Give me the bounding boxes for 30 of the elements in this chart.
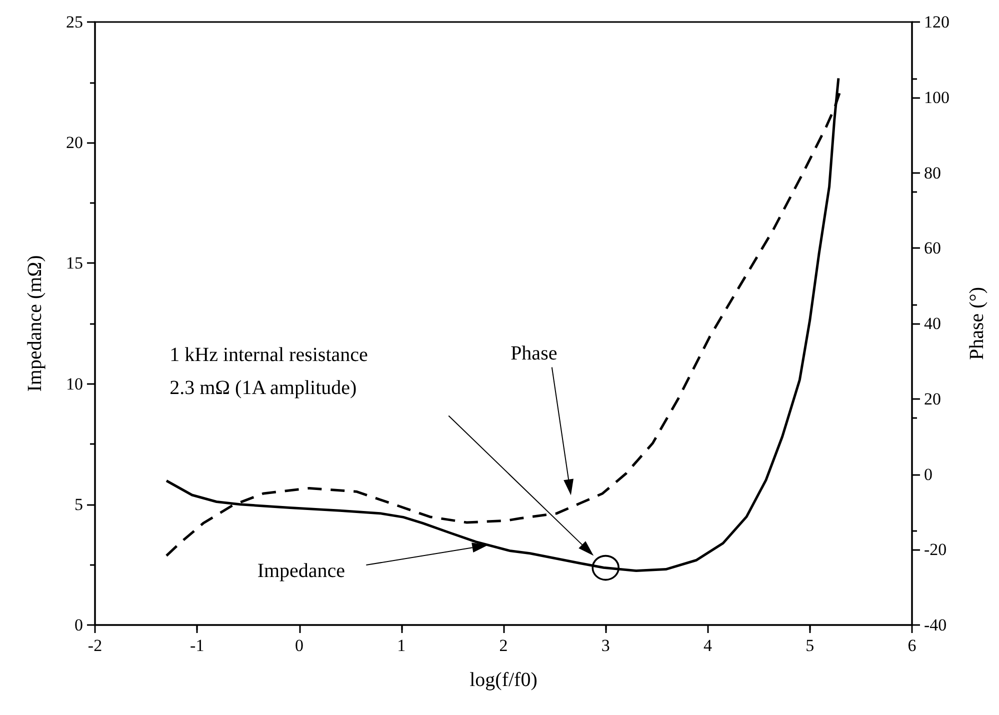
x-tick-label: 0 <box>295 636 304 655</box>
x-tick-label: 3 <box>601 636 610 655</box>
x-tick-label: 5 <box>806 636 814 655</box>
y-tick-label: 20 <box>66 133 83 152</box>
x-tick-label: 6 <box>908 636 916 655</box>
y2-tick-label: 40 <box>924 314 941 333</box>
y-tick-label: 0 <box>74 616 83 634</box>
y-tick-label: 10 <box>66 374 83 394</box>
y2-tick-label: 0 <box>924 464 932 484</box>
x-axis-title: log(f/f0) <box>470 669 538 691</box>
y2-axis-title: Phase (°) <box>966 287 988 360</box>
y2-tick-label: -20 <box>924 540 947 560</box>
y2-tick-label: 100 <box>924 88 950 107</box>
y-tick-label: 5 <box>74 494 83 514</box>
y2-tick-label: 80 <box>924 163 941 182</box>
x-tick-label: -2 <box>88 636 102 655</box>
annotation: Phase <box>510 342 558 364</box>
y2-tick-label: -40 <box>924 616 947 634</box>
y-axis-title: Impedance (mΩ) <box>24 255 46 392</box>
x-tick-label: 4 <box>704 636 712 655</box>
y2-tick-label: 120 <box>924 12 950 32</box>
y-tick-label: 25 <box>66 12 83 32</box>
annotation: 1 kHz internal resistance 2.3 mΩ (1A amplitude) <box>170 344 368 399</box>
annotation: Impedance <box>257 560 346 582</box>
x-tick-label: -1 <box>190 636 204 655</box>
y2-tick-label: 60 <box>924 238 941 258</box>
y2-tick-label: 20 <box>924 389 941 408</box>
x-tick-label: 1 <box>397 636 406 655</box>
x-tick-label: 2 <box>499 636 508 655</box>
y-tick-label: 15 <box>66 254 83 273</box>
